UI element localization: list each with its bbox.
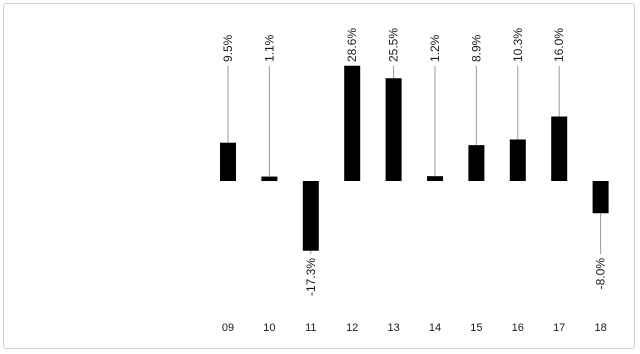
bar-09: [220, 142, 236, 181]
value-label-10: 1.1%: [262, 34, 276, 62]
x-tick-label-14: 14: [429, 322, 441, 334]
x-tick-label-18: 18: [594, 322, 606, 334]
bar-17: [551, 116, 568, 181]
bars: [220, 65, 609, 251]
x-tick-label-16: 16: [512, 322, 524, 334]
x-tick-label-11: 11: [305, 322, 316, 334]
chart-frame: [3, 3, 635, 349]
bar-18: [592, 181, 609, 214]
value-label-11: -17.3%: [304, 258, 318, 296]
bar-15: [468, 145, 485, 181]
x-tick-labels: 09 10 11 12 13 14 15 16 17 18: [222, 322, 607, 334]
bar-10: [261, 176, 278, 181]
bar-13: [385, 78, 402, 181]
value-label-14: 1.2%: [428, 34, 442, 62]
value-label-15: 8.9%: [469, 34, 483, 62]
value-label-13: 25.5%: [387, 28, 401, 62]
x-tick-label-10: 10: [263, 322, 275, 334]
x-tick-label-13: 13: [387, 322, 399, 334]
bar-16: [509, 139, 526, 181]
value-labels: 9.5% 1.1% -17.3% 28.6% 25.5% 1.2% 8.9% 10.3% 16.…: [221, 28, 608, 296]
x-tick-label-15: 15: [470, 322, 482, 334]
value-label-12: 28.6%: [345, 28, 359, 62]
value-label-09: 9.5%: [221, 34, 235, 62]
x-tick-label-17: 17: [553, 322, 565, 334]
bar-11: [302, 181, 319, 251]
x-tick-label-09: 09: [222, 322, 234, 334]
value-label-17: 16.0%: [552, 28, 566, 62]
x-tick-label-12: 12: [346, 322, 358, 334]
leader-lines: [227, 65, 602, 254]
bar-14: [427, 176, 443, 181]
value-label-16: 10.3%: [511, 28, 525, 62]
bar-12: [344, 65, 361, 181]
value-label-18: -8.0%: [594, 258, 608, 290]
